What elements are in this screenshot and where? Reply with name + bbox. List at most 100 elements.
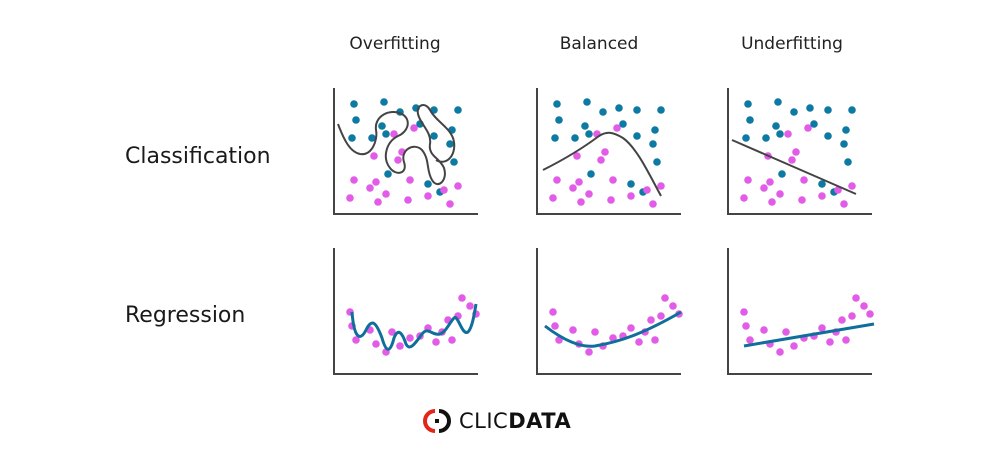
class-b-point: [366, 184, 374, 192]
data-point: [742, 322, 750, 330]
class-b-point: [804, 124, 812, 132]
class-b-point: [440, 186, 448, 194]
data-point: [372, 340, 380, 348]
class-b-point: [792, 148, 800, 156]
class-b-point: [657, 182, 665, 190]
data-point: [591, 328, 599, 336]
data-point: [740, 308, 748, 316]
column-title-underfitting: Underfitting: [741, 34, 843, 54]
decision-boundary-balanced: [542, 131, 662, 197]
class-b-point: [370, 152, 378, 160]
class-b-point: [446, 200, 454, 208]
class-a-point: [778, 170, 786, 178]
class-a-point: [824, 106, 832, 114]
class-b-point: [406, 176, 414, 184]
class-b-point: [404, 196, 412, 204]
class-b-point: [784, 130, 792, 138]
data-point: [760, 326, 768, 334]
class-a-point: [627, 180, 635, 188]
class-b-point: [585, 190, 593, 198]
classification-underfitting-panel: [724, 88, 874, 218]
class-b-point: [768, 198, 776, 206]
axes: [727, 248, 872, 375]
class-b-point: [834, 186, 842, 194]
class-b-point: [346, 194, 354, 202]
class-b-point: [454, 182, 462, 190]
class-b-point: [776, 190, 784, 198]
class-a-point: [619, 120, 627, 128]
row-label-classification: Classification: [125, 144, 271, 169]
class-a-point: [555, 116, 563, 124]
class-b-point: [575, 178, 583, 186]
class-a-point: [806, 104, 814, 112]
class-b-point: [390, 130, 398, 138]
class-a-point: [454, 106, 462, 114]
axes: [536, 88, 681, 215]
data-point: [866, 310, 874, 318]
column-title-overfitting: Overfitting: [349, 34, 441, 54]
regression-underfitting-panel: [724, 248, 875, 378]
class-b-point: [410, 124, 418, 132]
class-b-point: [374, 198, 382, 206]
class-b-point: [613, 124, 621, 132]
class-a-point: [848, 106, 856, 114]
class-b-point: [766, 178, 774, 186]
data-point: [396, 342, 404, 350]
class-b-point: [740, 194, 748, 202]
data-point: [466, 302, 474, 310]
regression-curve-overfit: [350, 303, 478, 351]
clicdata-logo: CLICDATA: [423, 404, 571, 438]
class-a-point: [653, 158, 661, 166]
data-point: [609, 334, 617, 342]
class-a-point: [762, 134, 770, 142]
data-point: [657, 312, 665, 320]
class-b-point: [577, 198, 585, 206]
data-point: [782, 328, 790, 336]
class-a-point: [450, 158, 458, 166]
class-a-point: [651, 126, 659, 134]
class-b-point: [840, 200, 848, 208]
class-a-point: [657, 106, 665, 114]
axes: [333, 248, 478, 375]
logo-text-bold: DATA: [508, 409, 572, 433]
class-a-point: [599, 108, 607, 116]
class-a-point: [587, 170, 595, 178]
class-a-point: [790, 108, 798, 116]
row-label-regression: Regression: [125, 303, 246, 328]
class-b-point: [573, 152, 581, 160]
regression-balanced-panel: [533, 248, 683, 378]
data-point: [852, 294, 860, 302]
class-a-point: [774, 98, 782, 106]
class-a-point: [818, 180, 826, 188]
data-point: [627, 324, 635, 332]
class-a-point: [583, 98, 591, 106]
data-point: [669, 302, 677, 310]
class-a-point: [551, 134, 559, 142]
class-b-point: [848, 182, 856, 190]
class-a-point: [744, 100, 752, 108]
class-b-point: [553, 176, 561, 184]
class-a-point: [446, 140, 454, 148]
data-point: [406, 334, 414, 342]
class-a-point: [380, 98, 388, 106]
class-b-point: [649, 200, 657, 208]
data-point: [388, 328, 396, 336]
logo-text-light: CLIC: [459, 409, 509, 433]
data-point: [549, 308, 557, 316]
class-b-point: [607, 196, 615, 204]
class-b-point: [382, 190, 390, 198]
class-a-point: [810, 120, 818, 128]
data-point: [818, 324, 826, 332]
axes: [536, 248, 681, 375]
class-b-point: [569, 184, 577, 192]
class-b-point: [597, 156, 605, 164]
class-b-point: [350, 176, 358, 184]
data-point: [838, 316, 846, 324]
class-a-point: [772, 122, 780, 130]
regression-curve-balanced: [544, 310, 682, 348]
class-b-point: [798, 196, 806, 204]
data-point: [352, 336, 360, 344]
class-b-point: [609, 176, 617, 184]
regression-overfitting-panel: [330, 248, 480, 378]
data-point: [635, 338, 643, 346]
